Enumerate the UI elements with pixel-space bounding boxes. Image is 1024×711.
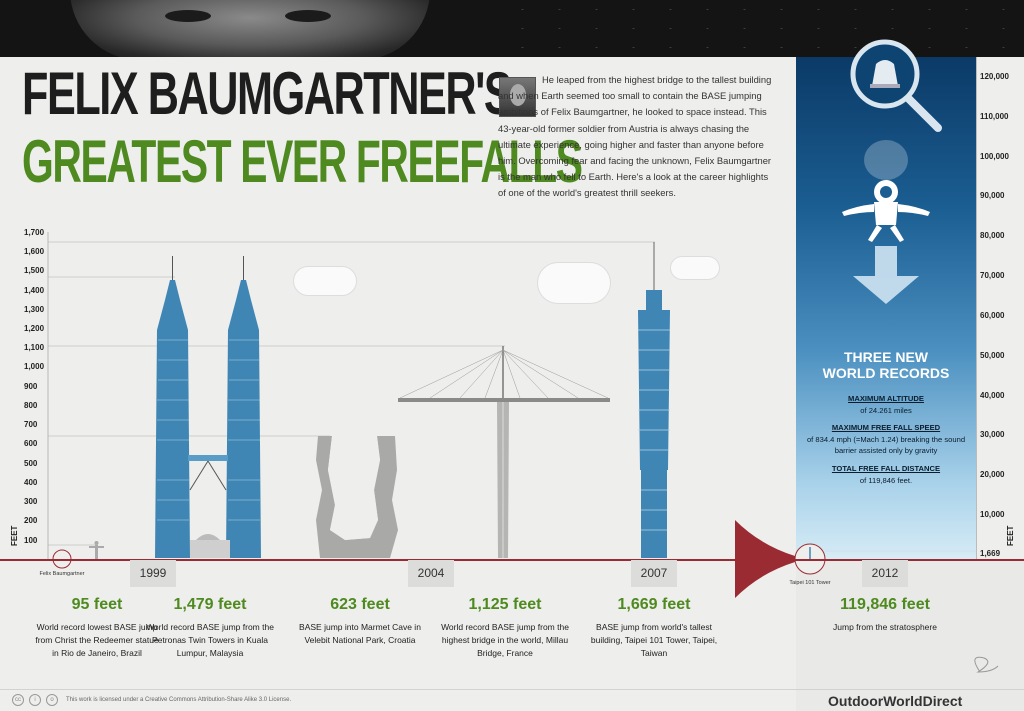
left-axis-tick: 800 (24, 401, 38, 410)
starfield (504, 0, 1024, 57)
record-heading: MAXIMUM ALTITUDE (848, 394, 924, 403)
stat-value: 1,479 feet (173, 596, 247, 613)
left-axis-tick: 500 (24, 459, 38, 468)
stat-stratosphere: 119,846 feet Jump from the stratosphere (815, 596, 955, 634)
stat-cave: 623 feet BASE jump into Marmet Cave in V… (295, 596, 425, 647)
signature-mark (974, 656, 999, 673)
left-axis-tick: 1,200 (24, 324, 45, 333)
brand-logo[interactable]: OutdoorWorldDirect (828, 693, 963, 709)
taipei-marker-label: Taipei 101 Tower (789, 580, 831, 586)
left-axis-tick: 200 (24, 516, 38, 525)
stat-value: 95 feet (71, 596, 123, 613)
right-axis-tick: 110,000 (980, 112, 1009, 121)
left-axis-tick: 1,300 (24, 305, 45, 314)
right-axis-tick: 10,000 (980, 510, 1005, 519)
capsule-magnifier-icon (850, 39, 942, 132)
stat-christ: 95 feet World record lowest BASE jump fr… (32, 596, 162, 660)
millau-bridge (398, 346, 610, 558)
astronaut-freefall-icon (842, 140, 930, 242)
felix-label: Felix Baumgartner (39, 571, 85, 577)
stat-value: 119,846 feet (840, 596, 930, 613)
records-title-line-2: WORLD RECORDS (822, 365, 950, 381)
year-label: 2007 (631, 560, 677, 587)
stat-desc: World record BASE jump from the highest … (441, 622, 569, 658)
left-axis-tick: 1,000 (24, 362, 45, 371)
right-axis-bottom-value: 1,669 (980, 549, 1001, 558)
stat-millau: 1,125 feet World record BASE jump from t… (440, 596, 570, 660)
cc-icon[interactable]: cc (12, 694, 24, 706)
left-axis-tick: 1,500 (24, 266, 45, 275)
taipei-101-tower (638, 242, 670, 558)
petronas-twin-towers (155, 256, 261, 558)
left-axis-tick: 1,400 (24, 286, 45, 295)
right-axis-tick: 90,000 (980, 191, 1005, 200)
petronas-window-stripes (157, 339, 260, 521)
stat-desc: BASE jump into Marmet Cave in Velebit Na… (299, 622, 421, 645)
marmet-cave (316, 436, 398, 558)
right-axis-tick: 60,000 (980, 311, 1005, 320)
left-axis-tick: 1,700 (24, 228, 45, 237)
cloud-icon (537, 262, 611, 304)
left-axis-title: FEET (10, 525, 19, 546)
right-axis-tick: 40,000 (980, 391, 1005, 400)
christ-redeemer-statue (89, 541, 104, 559)
header-photo-band (0, 0, 1024, 57)
left-axis-tick: 900 (24, 382, 38, 391)
left-eye (165, 10, 211, 22)
record-heading: MAXIMUM FREE FALL SPEED (831, 423, 941, 432)
year-label: 1999 (130, 560, 176, 587)
left-axis-tick: 600 (24, 439, 38, 448)
record-heading: TOTAL FREE FALL DISTANCE (831, 464, 941, 473)
stat-desc: BASE jump from world's tallest building,… (590, 622, 718, 658)
stat-desc: World record BASE jump from the Petronas… (146, 622, 274, 658)
right-axis-tick: 20,000 (980, 470, 1005, 479)
left-axis-tick: 400 (24, 478, 38, 487)
records-title: THREE NEW WORLD RECORDS (800, 349, 972, 381)
left-axis-tick: 300 (24, 497, 38, 506)
stat-value: 623 feet (330, 596, 390, 613)
intro-paragraph: He leaped from the highest bridge to the… (498, 74, 772, 199)
stat-value: 1,125 feet (468, 596, 542, 613)
record-text: of 834.4 mph (=Mach 1.24) breaking the s… (806, 435, 966, 455)
record-text: of 24.261 miles (860, 406, 912, 415)
right-axis-tick: 50,000 (980, 351, 1005, 360)
year-label: 2012 (862, 560, 908, 587)
left-axis-tick: 1,600 (24, 247, 45, 256)
right-eye (285, 10, 331, 22)
footer-divider (0, 689, 1024, 690)
attribution-icon[interactable]: i (29, 694, 41, 706)
stratosphere-panel (796, 57, 976, 560)
records-title-line-1: THREE NEW (844, 349, 928, 365)
stat-desc: Jump from the stratosphere (833, 622, 937, 632)
left-axis-tick: 100 (24, 536, 38, 545)
ground-line (0, 559, 1024, 561)
right-axis-tick: 80,000 (980, 231, 1005, 240)
right-axis-tick: 30,000 (980, 430, 1005, 439)
right-axis-tick: 120,000 (980, 72, 1009, 81)
record-text: of 119,846 feet. (859, 476, 913, 485)
stat-petronas: 1,479 feet World record BASE jump from t… (145, 596, 275, 660)
felix-portrait-thumb (499, 77, 536, 117)
stat-taipei: 1,669 feet BASE jump from world's talles… (589, 596, 719, 660)
license-text[interactable]: This work is licensed under a Creative C… (66, 697, 292, 703)
left-axis-tick: 700 (24, 420, 38, 429)
share-alike-icon[interactable]: o (46, 694, 58, 706)
year-label: 2004 (408, 560, 454, 587)
cloud-icon (670, 256, 720, 280)
stat-value: 1,669 feet (617, 596, 691, 613)
right-scale-panel (976, 57, 1024, 560)
right-axis-title: FEET (1006, 525, 1015, 546)
stat-desc: World record lowest BASE jump from Chris… (35, 622, 159, 658)
felix-face-photo (70, 0, 430, 57)
down-arrow-icon (853, 246, 919, 304)
right-axis-tick: 70,000 (980, 271, 1005, 280)
cloud-icon (293, 266, 357, 296)
right-axis-tick: 100,000 (980, 152, 1009, 161)
left-axis-tick: 1,100 (24, 343, 45, 352)
